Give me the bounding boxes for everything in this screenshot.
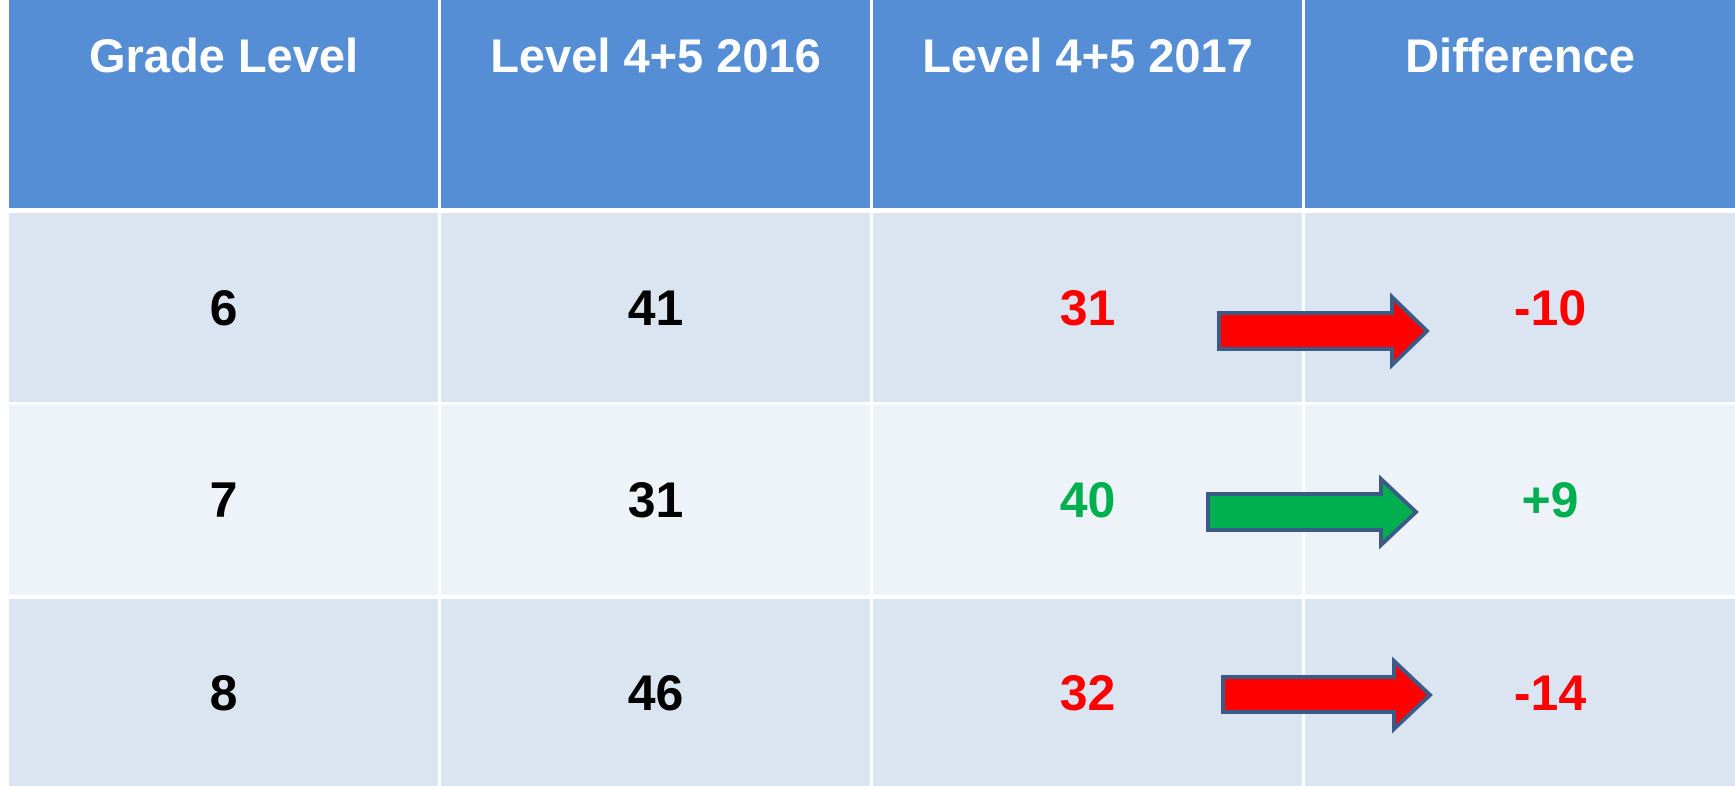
table-cell: 46 — [441, 599, 870, 786]
table-cell: -10 — [1305, 213, 1735, 402]
arrow — [1221, 656, 1433, 734]
table-cell: 8 — [9, 599, 438, 786]
header-cell: Level 4+5 2016 — [441, 0, 870, 208]
header-cell: Difference — [1305, 0, 1735, 208]
arrow — [1206, 474, 1419, 550]
header-cell: Grade Level — [9, 0, 438, 208]
header-cell: Level 4+5 2017 — [873, 0, 1302, 208]
table-cell: 41 — [441, 213, 870, 402]
table-cell: 7 — [9, 405, 438, 595]
table-cell: 31 — [441, 405, 870, 595]
table-cell: 6 — [9, 213, 438, 402]
arrow — [1217, 292, 1430, 370]
table-cell: 31 — [873, 213, 1302, 402]
